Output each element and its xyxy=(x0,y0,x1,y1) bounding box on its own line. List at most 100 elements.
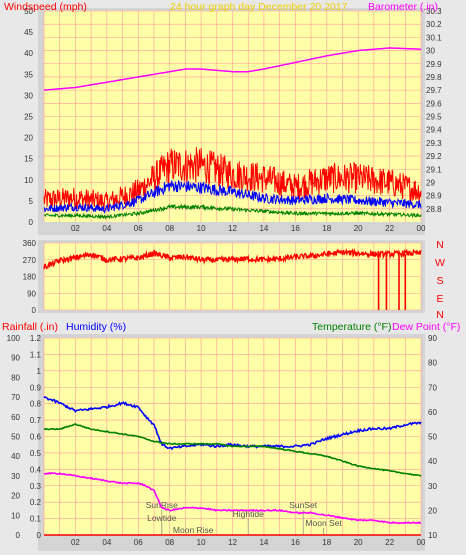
compass-label: W xyxy=(435,257,445,269)
temperature-tick-label: 30 xyxy=(428,482,437,491)
rainfall-tick-label: 1 xyxy=(37,367,42,376)
temperature-tick-label: 80 xyxy=(428,359,437,368)
barometer-tick-label: 28.8 xyxy=(426,205,442,214)
panel3-grid xyxy=(43,337,422,536)
temperature-tick-label: 70 xyxy=(428,383,437,392)
windspeed-tick-label: 40 xyxy=(24,49,33,58)
event-label: Lowtide xyxy=(147,513,177,523)
rainfall-tick-label: 0.7 xyxy=(30,416,42,425)
panel1-ticks: 28.8 28.9 29 29.1 29.2 29.3 29.4 29.5 29.6 29.7 29… xyxy=(24,7,442,233)
windspeed-tick-label: 10 xyxy=(24,176,33,185)
event-label: Moon Rise xyxy=(173,525,214,535)
x-tick-label: 10 xyxy=(197,224,206,233)
temperature-tick-label: 90 xyxy=(428,334,437,343)
rainfall-tick-label: 1.1 xyxy=(30,350,42,359)
rainfall-tick-label: 0 xyxy=(37,531,42,540)
barometer-tick-label: 28.9 xyxy=(426,192,442,201)
series-wind-direction xyxy=(43,248,422,270)
x-tick-label: 04 xyxy=(102,224,111,233)
humidity-tick-label: 0 xyxy=(16,531,21,540)
temperature-tick-label: 10 xyxy=(428,531,437,540)
series-wind-avg xyxy=(43,179,422,214)
panel3-series xyxy=(43,395,422,536)
windspeed-tick-label: 25 xyxy=(24,113,33,122)
rainfall-tick-label: 0.3 xyxy=(30,482,42,491)
direction-tick-label: 0 xyxy=(32,306,37,315)
x-tick-label: 00 xyxy=(417,538,426,547)
direction-tick-label: 270 xyxy=(23,256,37,265)
chart-title: 24 hour graph day December 20 2017 xyxy=(170,1,348,13)
x-tick-label: 06 xyxy=(134,538,143,547)
humidity-tick-label: 30 xyxy=(11,472,20,481)
barometer-tick-label: 29.4 xyxy=(426,126,442,135)
x-tick-label: 22 xyxy=(385,538,394,547)
panel2-grid xyxy=(43,242,422,311)
direction-tick-label: 90 xyxy=(27,289,36,298)
barometer-tick-label: 29 xyxy=(426,178,435,187)
x-tick-label: 04 xyxy=(102,538,111,547)
compass-label: S xyxy=(436,275,443,287)
rainfall-axis-label: Rainfall (.in) xyxy=(2,321,58,333)
temperature-tick-label: 20 xyxy=(428,506,437,515)
humidity-axis-label: Humidity (%) xyxy=(66,321,126,333)
barometer-tick-label: 30.3 xyxy=(426,7,442,16)
series-humidity xyxy=(43,395,422,451)
rainfall-tick-label: 0.2 xyxy=(30,498,42,507)
barometer-tick-label: 29.1 xyxy=(426,165,442,174)
temperature-tick-label: 60 xyxy=(428,408,437,417)
barometer-tick-label: 29.8 xyxy=(426,73,442,82)
rainfall-tick-label: 0.9 xyxy=(30,383,42,392)
compass-label: N xyxy=(436,239,444,251)
panel3-ticks: 0 0.1 0.2 0.3 0.4 0.5 0.6 0.7 0.8 0.9 1 1.1 1.2 0 10 20… xyxy=(7,334,438,547)
x-tick-label: 00 xyxy=(417,224,426,233)
event-label: Moon Set xyxy=(305,518,342,528)
series-wind-min xyxy=(43,203,422,221)
x-tick-label: 02 xyxy=(71,224,80,233)
event-label: SunSet xyxy=(289,500,318,510)
x-tick-label: 20 xyxy=(354,538,363,547)
direction-tick-label: 360 xyxy=(23,239,37,248)
x-tick-label: 08 xyxy=(165,224,174,233)
windspeed-tick-label: 5 xyxy=(29,197,34,206)
series-wind-gust xyxy=(43,147,422,212)
panel2-series xyxy=(43,248,422,310)
temperature-axis-label: Temperature (°F) xyxy=(312,321,391,333)
rainfall-tick-label: 1.2 xyxy=(30,334,42,343)
barometer-tick-label: 30.2 xyxy=(426,20,442,29)
windspeed-tick-label: 15 xyxy=(24,155,33,164)
x-tick-label: 18 xyxy=(322,224,331,233)
x-tick-label: 02 xyxy=(71,538,80,547)
event-label: Hightide xyxy=(233,509,264,519)
x-tick-label: 20 xyxy=(354,224,363,233)
rainfall-tick-label: 0.5 xyxy=(30,449,42,458)
barometer-tick-label: 29.5 xyxy=(426,113,442,122)
panel1-series xyxy=(43,47,422,221)
x-tick-label: 16 xyxy=(291,538,300,547)
barometer-tick-label: 29.6 xyxy=(426,99,442,108)
windspeed-axis-label: Windspeed (mph) xyxy=(4,1,87,13)
x-tick-label: 08 xyxy=(165,538,174,547)
barometer-axis-label: Barometer (.in) xyxy=(368,1,438,13)
x-tick-label: 10 xyxy=(197,538,206,547)
humidity-tick-label: 100 xyxy=(7,334,21,343)
humidity-tick-label: 40 xyxy=(11,452,20,461)
humidity-tick-label: 10 xyxy=(11,511,20,520)
windspeed-tick-label: 35 xyxy=(24,70,33,79)
windspeed-tick-label: 30 xyxy=(24,91,33,100)
compass-label: N xyxy=(436,309,444,321)
series-temperature xyxy=(43,422,422,477)
rainfall-tick-label: 0.6 xyxy=(30,433,42,442)
barometer-tick-label: 30 xyxy=(426,47,435,56)
humidity-tick-label: 80 xyxy=(11,373,20,382)
rainfall-tick-label: 0.8 xyxy=(30,400,42,409)
windspeed-tick-label: 50 xyxy=(24,7,33,16)
humidity-tick-label: 20 xyxy=(11,492,20,501)
x-tick-label: 22 xyxy=(385,224,394,233)
astro-events: SunRise Lowtide Moon Rise Hightide SunSet Moo… xyxy=(146,500,342,535)
barometer-tick-label: 29.3 xyxy=(426,139,442,148)
x-tick-label: 12 xyxy=(228,224,237,233)
x-tick-label: 16 xyxy=(291,224,300,233)
humidity-tick-label: 90 xyxy=(11,354,20,363)
